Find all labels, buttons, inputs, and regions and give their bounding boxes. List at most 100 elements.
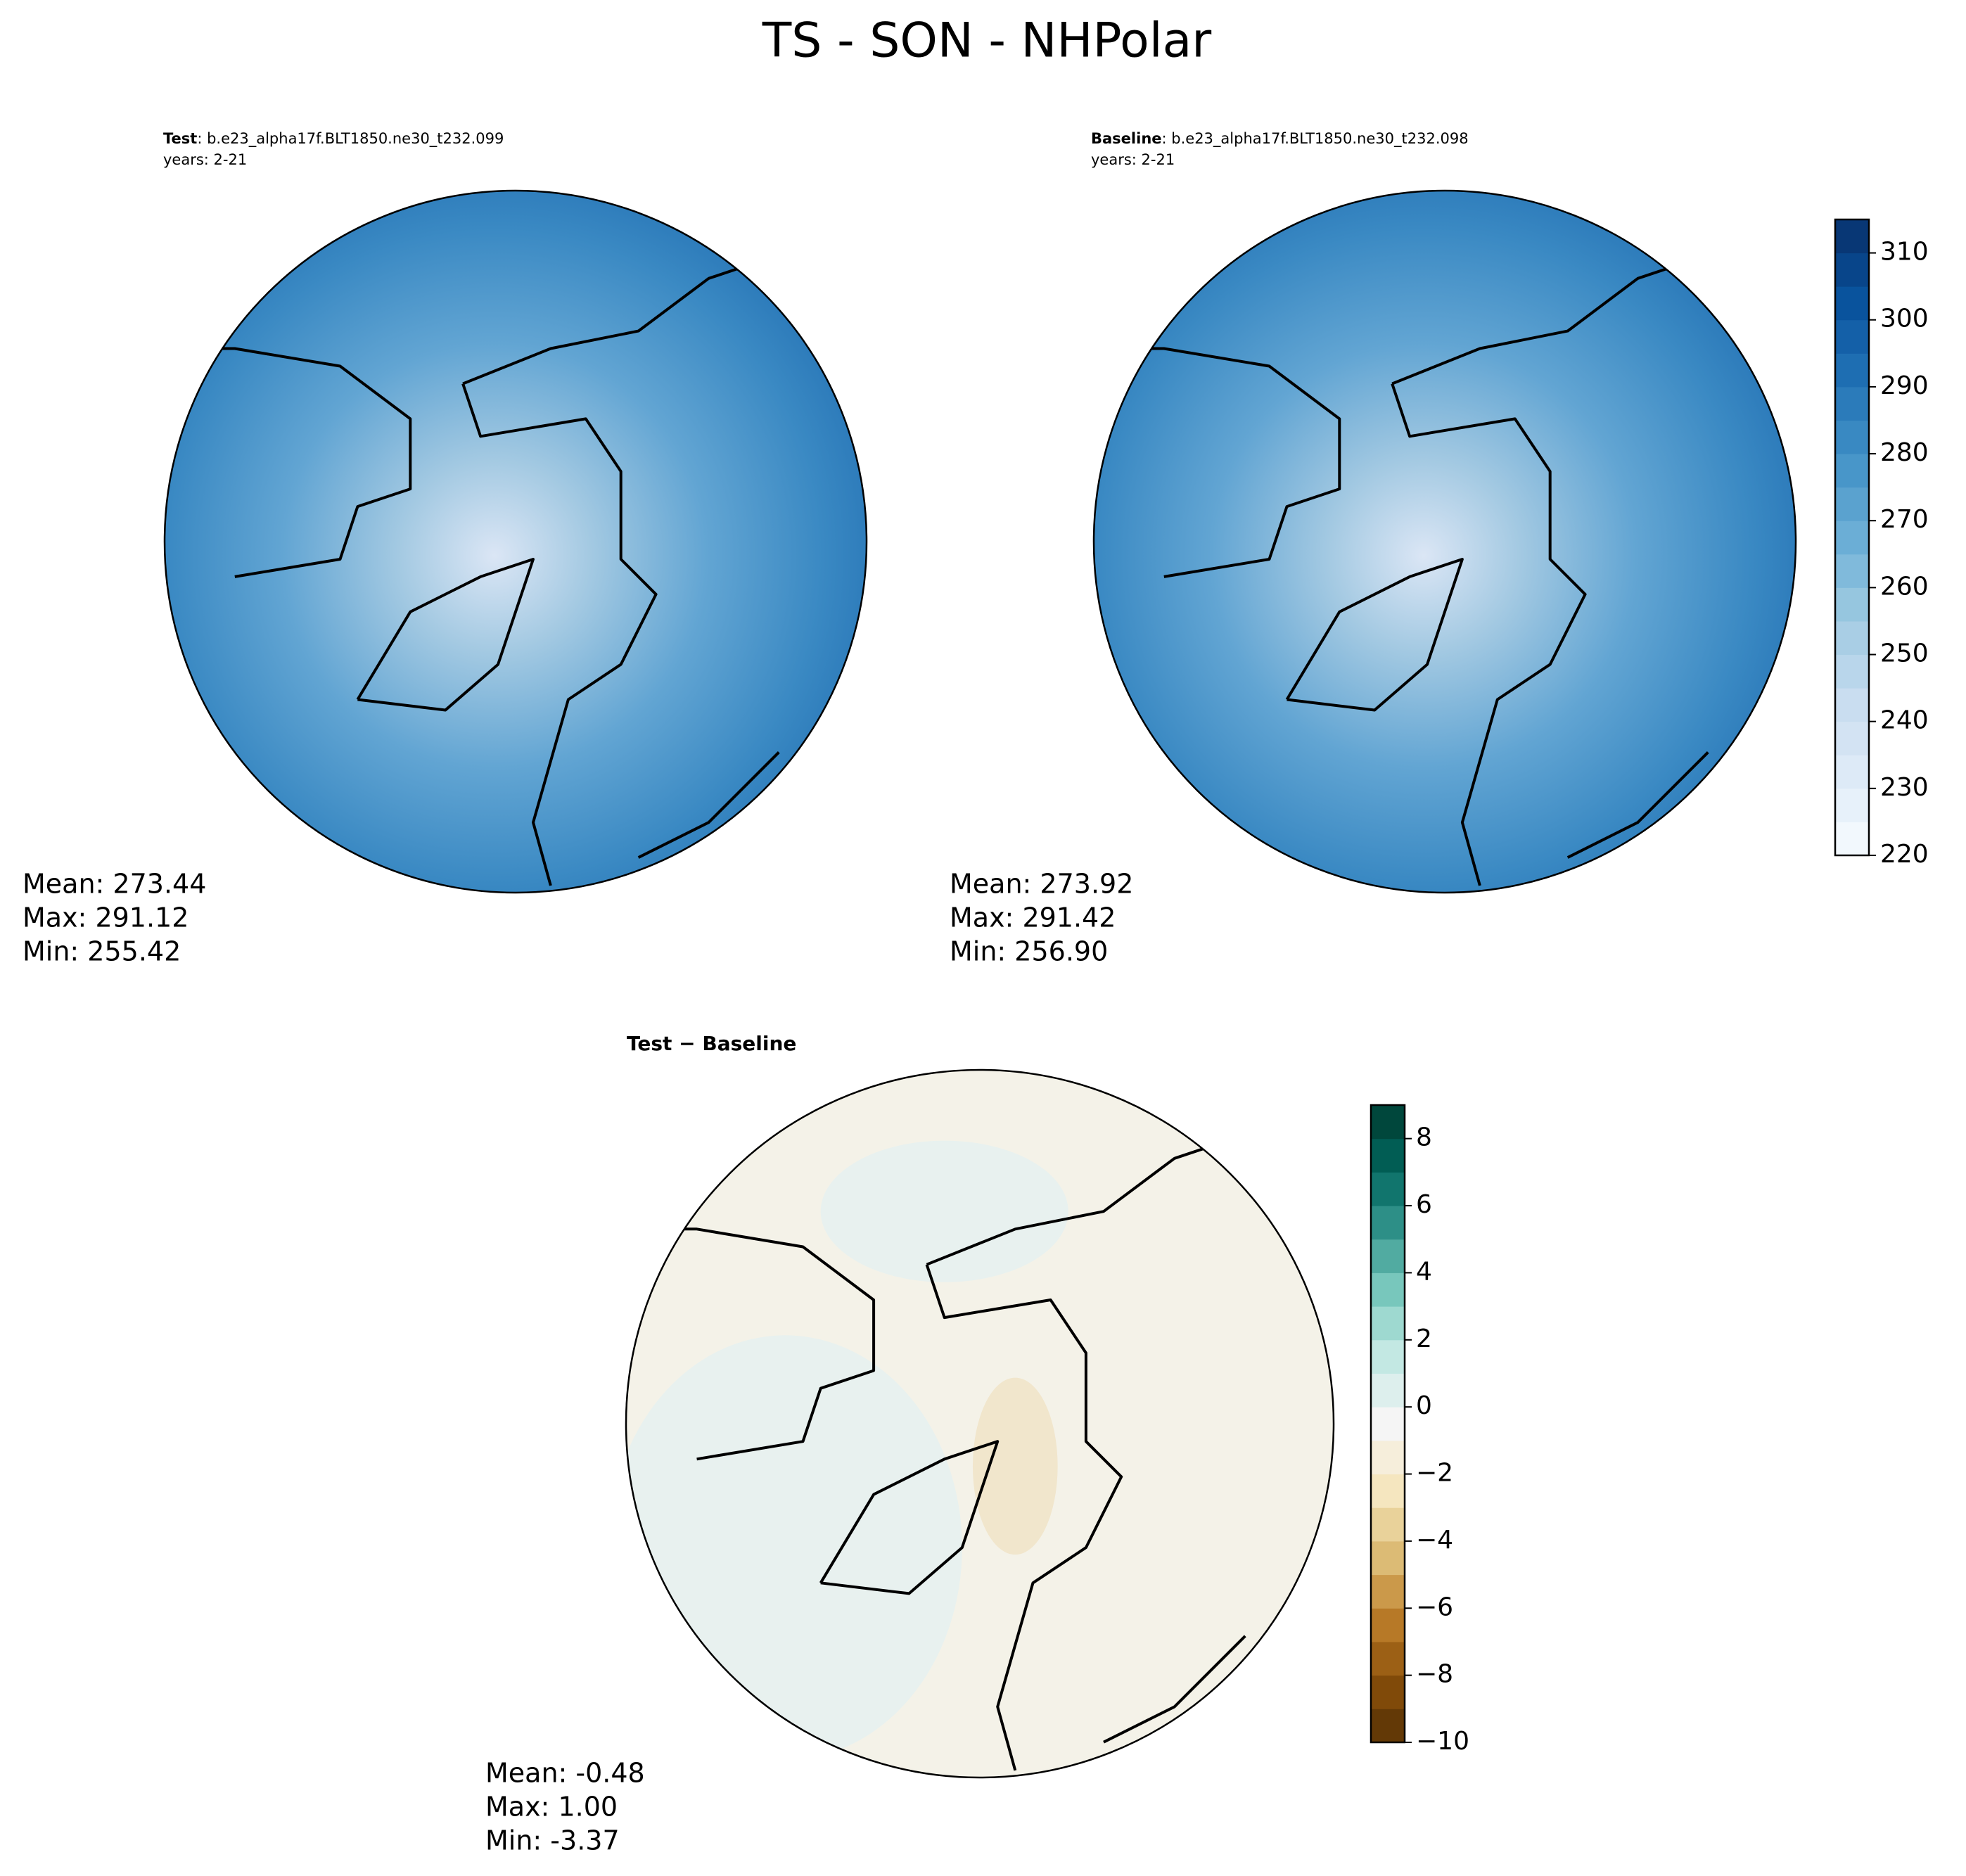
map-panel: Baseline: b.e23_alpha17f.BLT1850.ne30_t2… <box>950 130 1797 967</box>
coastline <box>462 259 762 385</box>
panel-heading: Test: b.e23_alpha17f.BLT1850.ne30_t232.0… <box>163 130 504 148</box>
colorbar-tick-label: 270 <box>1880 505 1929 534</box>
panel-case: : b.e23_alpha17f.BLT1850.ne30_t232.098 <box>1162 130 1469 148</box>
field-anomaly <box>972 1377 1058 1555</box>
colorbar-level <box>1835 319 1869 354</box>
colorbar-tick-label: −10 <box>1416 1727 1469 1756</box>
colorbar-tick-label: 4 <box>1416 1257 1432 1286</box>
colorbar-level <box>1835 253 1869 287</box>
panel-stat: Min: 256.90 <box>950 936 1108 967</box>
colorbar-level <box>1835 822 1869 856</box>
colorbar-level <box>1371 1474 1405 1508</box>
colorbar-tick-label: 310 <box>1880 238 1929 267</box>
panel-stat: Mean: -0.48 <box>485 1758 645 1789</box>
panel-heading: Baseline: b.e23_alpha17f.BLT1850.ne30_t2… <box>1091 130 1469 148</box>
panel-label: Baseline <box>1091 130 1162 147</box>
map <box>626 1070 1334 1778</box>
colorbar-level <box>1835 721 1869 755</box>
map-boundary <box>163 189 868 894</box>
panel-stat: Min: 255.42 <box>23 936 181 967</box>
panel-label: Test <box>163 130 197 147</box>
coastline <box>1391 259 1691 385</box>
colorbar-level <box>1835 654 1869 689</box>
colorbar-level <box>1835 487 1869 521</box>
panel-case: : b.e23_alpha17f.BLT1850.ne30_t232.099 <box>197 130 504 148</box>
coastline <box>819 1440 1000 1595</box>
colorbar-level <box>1835 454 1869 488</box>
colorbar-level <box>1371 1272 1405 1307</box>
colorbar-level <box>1371 1105 1405 1140</box>
colorbar-level <box>1371 1675 1405 1709</box>
map-panel: Test: b.e23_alpha17f.BLT1850.ne30_t232.0… <box>23 130 868 967</box>
colorbar-level <box>1371 1306 1405 1341</box>
colorbar-tick-label: −8 <box>1416 1660 1453 1689</box>
colorbar-level <box>1835 587 1869 622</box>
colorbar-frame <box>1370 1104 1406 1744</box>
colorbar-tick-label: 280 <box>1880 438 1929 467</box>
colorbar-level <box>1835 755 1869 789</box>
colorbar-level <box>1371 1407 1405 1441</box>
colorbar-level <box>1371 1339 1405 1374</box>
map-boundary <box>1092 189 1797 894</box>
colorbar-level <box>1371 1507 1405 1542</box>
colorbar: −10 −8 −6 −4 −2 0 2 4 6 8 <box>1370 1104 1469 1756</box>
coastline <box>925 1264 1123 1771</box>
field-anomaly <box>820 1140 1068 1282</box>
colorbar-level <box>1371 1709 1405 1743</box>
panel-years: years: 2-21 <box>163 151 247 168</box>
map <box>1094 191 1796 893</box>
colorbar-level <box>1835 286 1869 321</box>
colorbar-tick-label: 230 <box>1880 773 1929 802</box>
colorbar-level <box>1371 1608 1405 1642</box>
colorbar-level <box>1371 1239 1405 1273</box>
panel-stat: Mean: 273.92 <box>950 869 1133 900</box>
colorbar-level <box>1835 620 1869 656</box>
colorbar-tick-label: 0 <box>1416 1391 1432 1420</box>
colorbar-level <box>1835 353 1869 388</box>
map-boundary <box>625 1068 1335 1779</box>
colorbar-tick-label: 6 <box>1416 1190 1432 1219</box>
colorbar-tick-label: −6 <box>1416 1593 1453 1621</box>
colorbar-tick-label: −4 <box>1416 1526 1453 1555</box>
panel-stat: Max: 291.12 <box>23 902 189 933</box>
colorbar-level <box>1371 1440 1405 1475</box>
colorbar-tick-label: 260 <box>1880 572 1929 601</box>
colorbar-level <box>1835 688 1869 722</box>
coastline <box>1101 347 1341 578</box>
colorbar-level <box>1371 1540 1405 1576</box>
colorbar-level <box>1371 1641 1405 1676</box>
field <box>1094 191 1796 893</box>
coastline <box>461 383 658 886</box>
map <box>165 191 867 893</box>
panel-stat: Max: 291.42 <box>950 902 1116 933</box>
colorbar-level <box>1835 554 1869 588</box>
panel-stat: Mean: 273.44 <box>23 869 206 900</box>
colorbar-level <box>1835 788 1869 822</box>
colorbar-tick-label: −2 <box>1416 1459 1453 1488</box>
colorbar-tick-label: 240 <box>1880 706 1929 735</box>
coastline <box>172 347 412 578</box>
colorbar: 220 230 240 250 260 270 280 290 300 310 <box>1834 218 1929 869</box>
colorbar-tick-label: 220 <box>1880 840 1929 869</box>
colorbar-tick-label: 250 <box>1880 639 1929 668</box>
coastline <box>1103 1635 1246 1744</box>
panel-stat: Max: 1.00 <box>485 1792 618 1823</box>
coastline <box>926 1139 1228 1266</box>
figure-title: TS - SON - NHPolar <box>762 13 1212 69</box>
colorbar-level <box>1371 1138 1405 1173</box>
coastline <box>637 751 780 859</box>
colorbar-tick-label: 300 <box>1880 305 1929 333</box>
coastline <box>633 1227 876 1461</box>
panel-years: years: 2-21 <box>1091 151 1175 168</box>
field <box>165 191 867 893</box>
colorbar-tick-label: 290 <box>1880 371 1929 400</box>
colorbar-level <box>1835 420 1869 454</box>
coastline <box>356 558 535 712</box>
colorbar-level <box>1835 219 1869 254</box>
colorbar-level <box>1835 521 1869 555</box>
coastline <box>1391 383 1587 886</box>
coastline <box>1566 751 1709 859</box>
colorbar-level <box>1371 1172 1405 1206</box>
colorbar-level <box>1371 1574 1405 1609</box>
